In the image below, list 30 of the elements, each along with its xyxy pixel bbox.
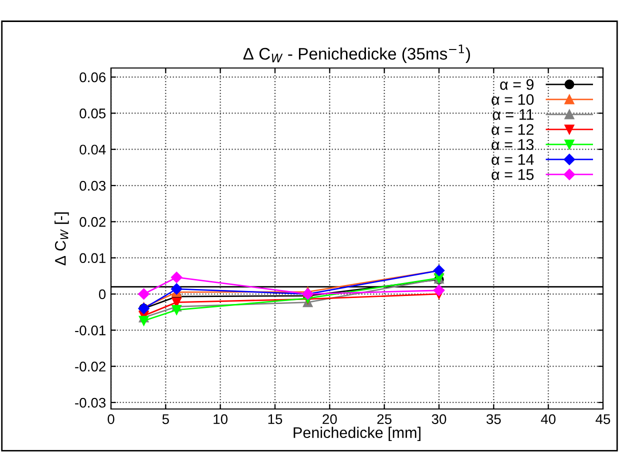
x-tick-label: 5 [162, 414, 169, 424]
y-tick-label: 0.06 [80, 72, 106, 82]
y-tick-label: -0.02 [75, 362, 106, 372]
x-tick-label: 45 [596, 414, 610, 424]
y-tick-label: 0.01 [80, 253, 106, 264]
chart-title: Δ C$_{W}$ - Penichedicke (35ms$^{−1}$) [243, 44, 470, 64]
legend-label: α = 9 [500, 79, 534, 90]
x-tick-label: 35 [486, 414, 501, 424]
y-tick-label: 0.04 [80, 144, 106, 155]
x-tick-label: 40 [540, 414, 556, 424]
legend-label: α = 12 [492, 124, 534, 135]
legend-label: α = 10 [492, 94, 534, 105]
x-tick-label: 0 [108, 414, 114, 424]
y-tick-label: -0.01 [75, 326, 106, 336]
legend-label: α = 13 [492, 139, 534, 150]
y-tick-label: 0 [98, 289, 106, 300]
x-tick-label: 10 [214, 414, 228, 424]
x-tick-label: 15 [268, 414, 282, 424]
x-axis-title: Penichedicke [mm] [294, 426, 420, 442]
x-tick-label: 30 [432, 414, 446, 424]
y-tick-label: 0.03 [80, 180, 106, 191]
legend-label: α = 15 [492, 169, 534, 180]
y-axis-title: Δ C$_{W}$ [-] [54, 212, 69, 266]
legend-label: α = 11 [492, 109, 534, 120]
y-tick-label: 0.02 [80, 217, 106, 227]
y-tick-label: 0.05 [80, 108, 106, 118]
y-tick-label: -0.03 [75, 398, 106, 408]
legend-label: α = 14 [492, 154, 534, 165]
x-tick-label: 25 [377, 414, 392, 424]
x-tick-label: 20 [322, 414, 337, 424]
